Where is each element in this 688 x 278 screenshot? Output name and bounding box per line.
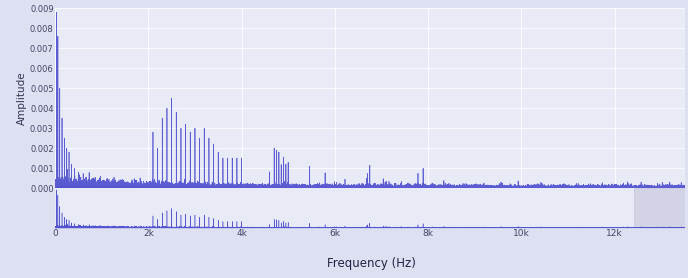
Bar — [634, 188, 685, 228]
Text: Frequency (Hz): Frequency (Hz) — [327, 257, 416, 270]
Y-axis label: Amplitude: Amplitude — [17, 71, 27, 125]
